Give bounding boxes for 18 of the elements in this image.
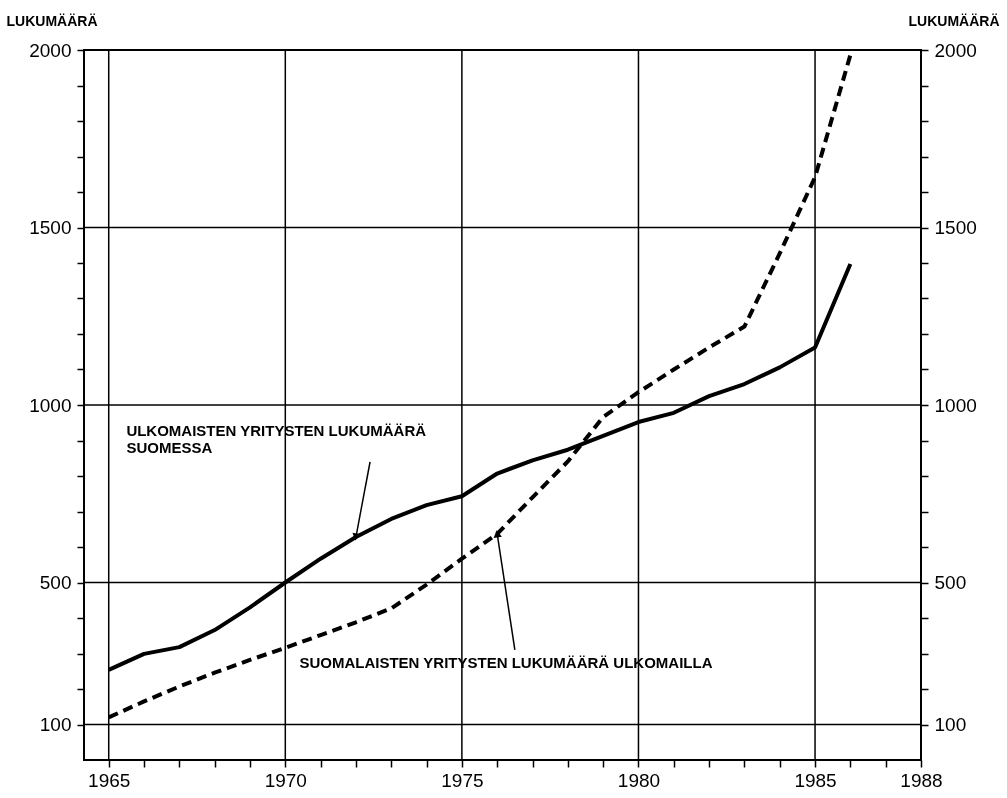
y-axis-title: LUKUMÄÄRÄ xyxy=(6,12,98,29)
y2-tick-label: 100 xyxy=(934,714,967,735)
x-tick-label: 1988 xyxy=(900,769,943,791)
x-tick-label: 1975 xyxy=(441,769,484,791)
x-tick-label: 1980 xyxy=(617,769,661,791)
y2-tick-label: 1500 xyxy=(934,217,977,238)
x-tick-label: 1970 xyxy=(264,769,307,791)
y2-axis-title: LUKUMÄÄRÄ xyxy=(908,12,1000,29)
y-tick-label: 500 xyxy=(39,572,72,593)
y-tick-label: 1000 xyxy=(29,394,72,416)
y-tick-label: 1500 xyxy=(29,217,72,238)
y2-tick-label: 500 xyxy=(934,572,967,593)
y2-tick-label: 1000 xyxy=(934,394,977,416)
x-tick-label: 1985 xyxy=(794,769,837,791)
y-tick-label: 2000 xyxy=(29,39,72,61)
y2-tick-label: 2000 xyxy=(934,39,977,61)
y-tick-label: 100 xyxy=(39,714,72,735)
x-tick-label: 1965 xyxy=(88,769,131,791)
